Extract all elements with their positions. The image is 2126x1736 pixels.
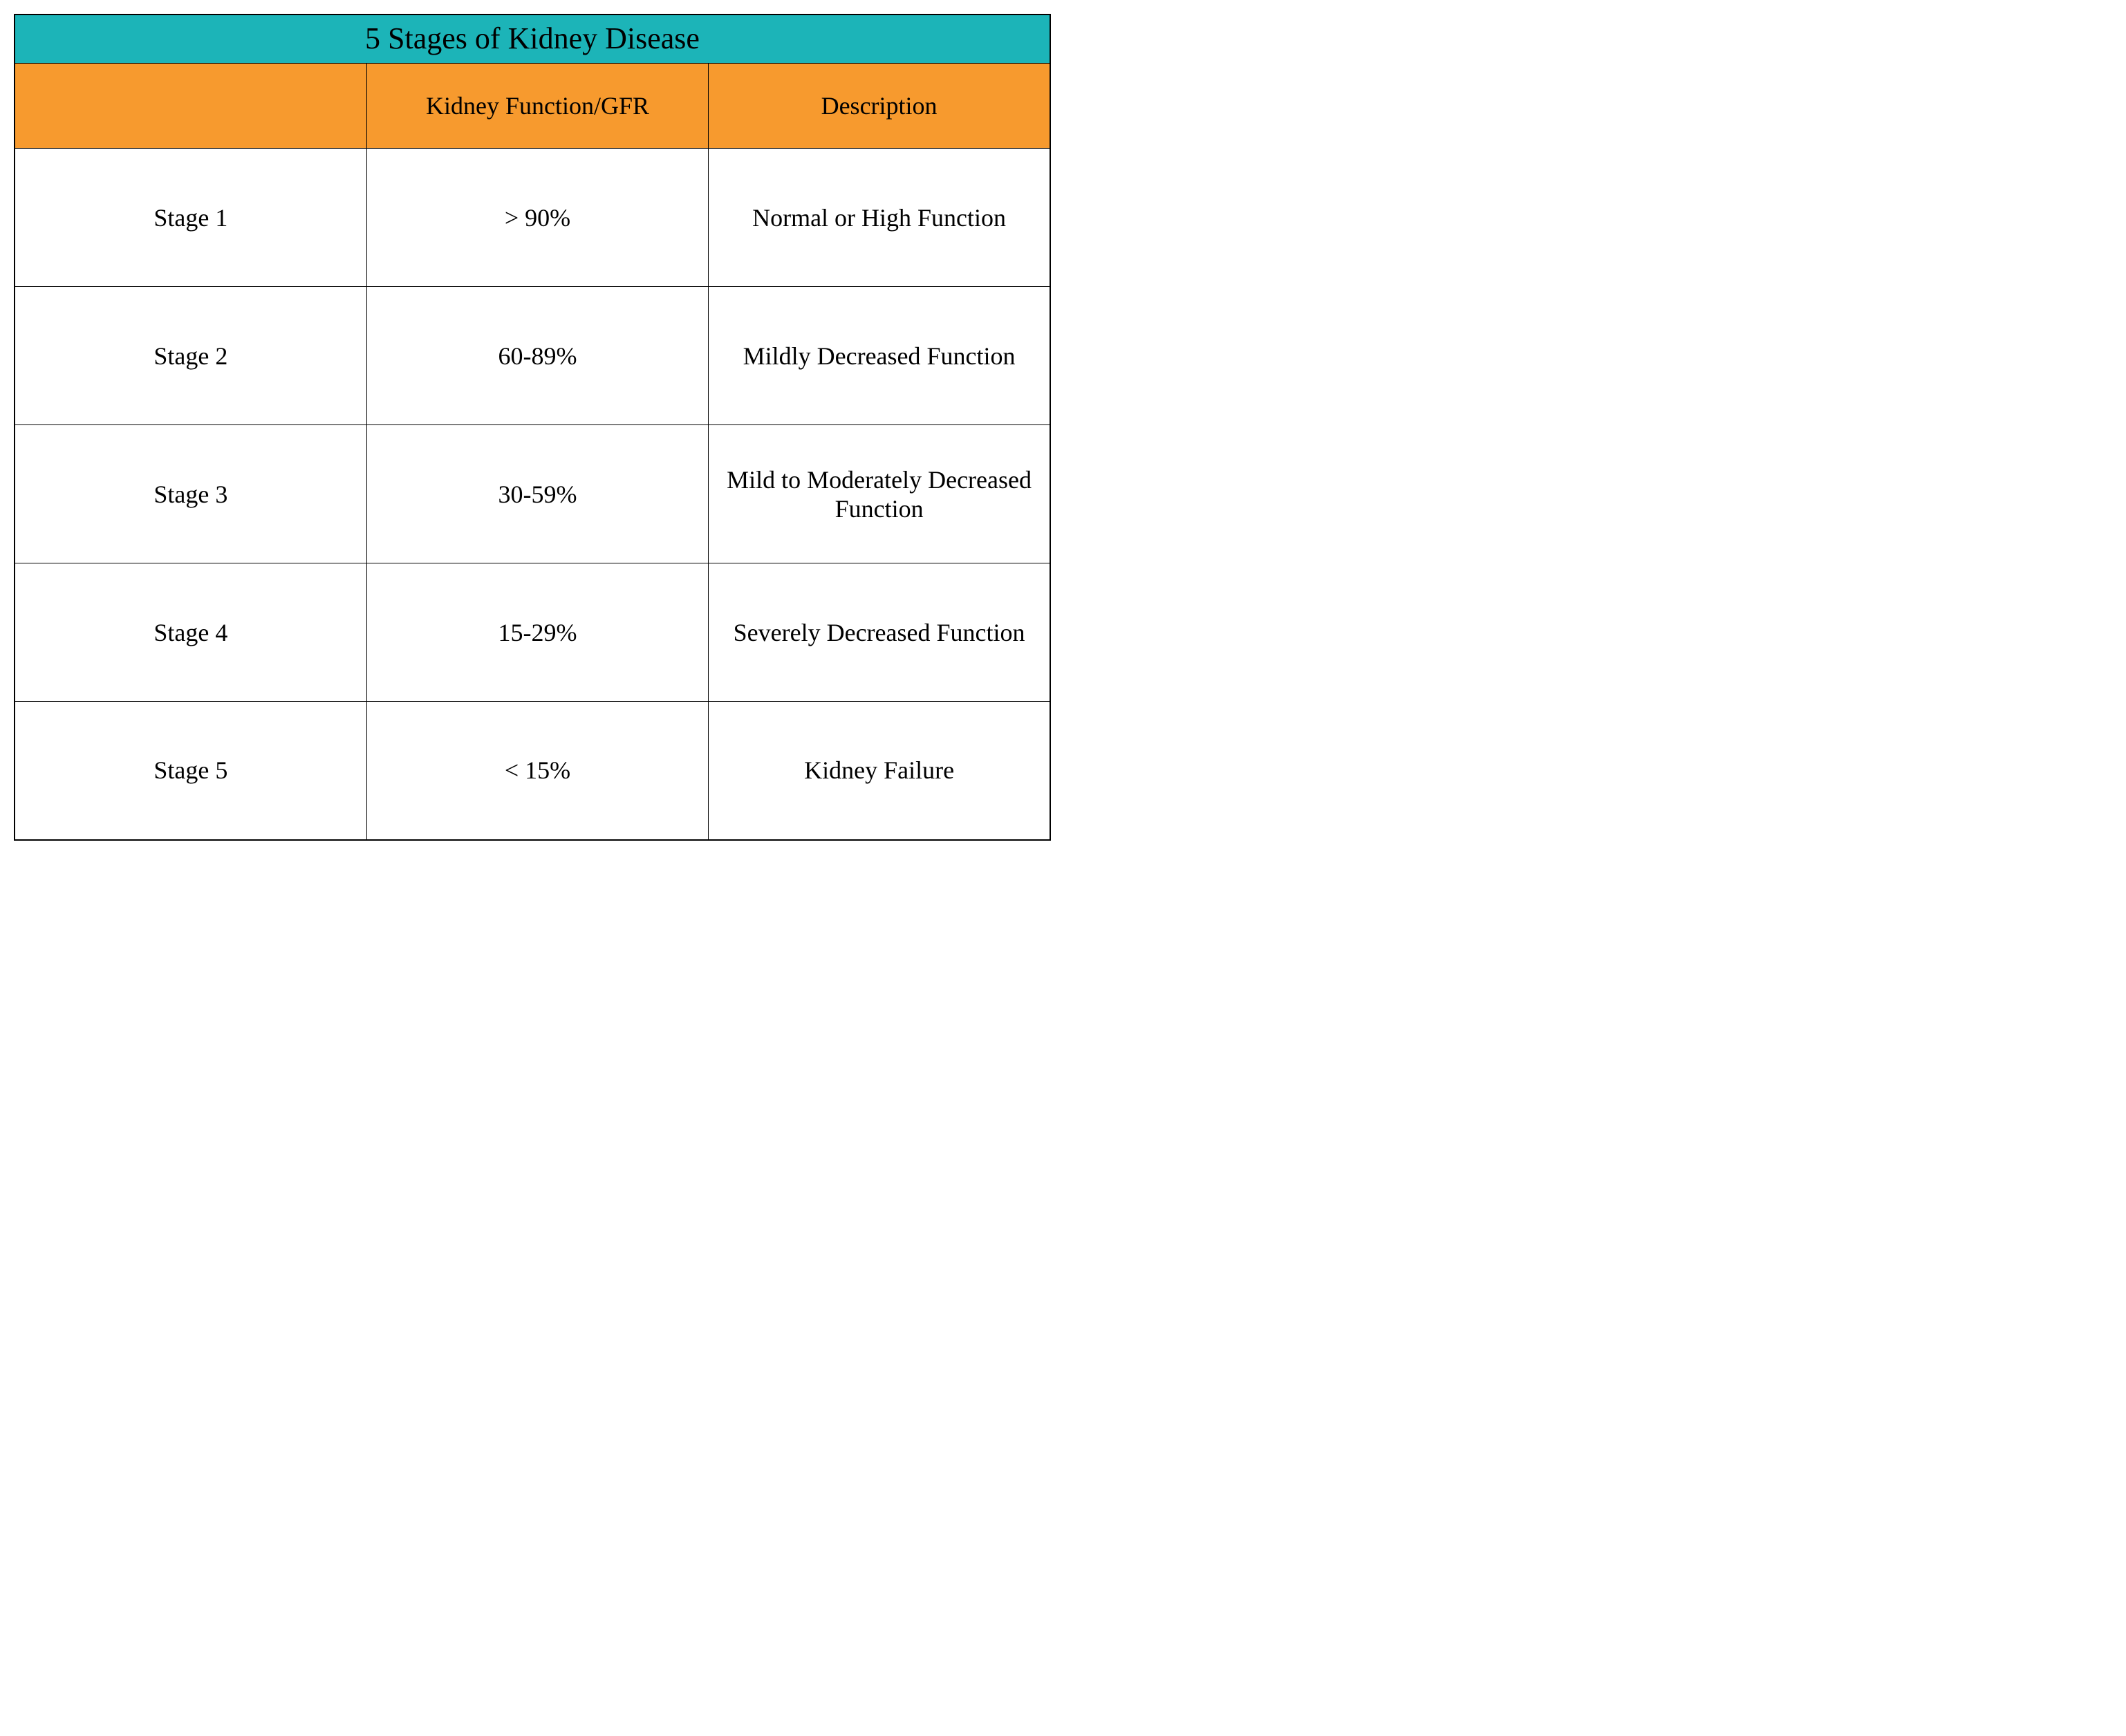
description-cell: Mild to Moderately Decreased Function (709, 425, 1050, 563)
table-title: 5 Stages of Kidney Disease (15, 15, 1050, 64)
description-cell: Mildly Decreased Function (709, 287, 1050, 425)
stage-cell: Stage 5 (15, 702, 366, 840)
stage-cell: Stage 1 (15, 149, 366, 287)
stage-cell: Stage 4 (15, 563, 366, 702)
column-header-stage (15, 64, 366, 149)
gfr-cell: 30-59% (366, 425, 708, 563)
column-header-description: Description (709, 64, 1050, 149)
gfr-cell: 15-29% (366, 563, 708, 702)
stage-cell: Stage 2 (15, 287, 366, 425)
kidney-stages-table: 5 Stages of Kidney Disease Kidney Functi… (14, 14, 1051, 841)
table-row: Stage 4 15-29% Severely Decreased Functi… (15, 563, 1050, 702)
header-row: Kidney Function/GFR Description (15, 64, 1050, 149)
gfr-cell: > 90% (366, 149, 708, 287)
description-cell: Normal or High Function (709, 149, 1050, 287)
table-row: Stage 3 30-59% Mild to Moderately Decrea… (15, 425, 1050, 563)
description-cell: Severely Decreased Function (709, 563, 1050, 702)
description-cell: Kidney Failure (709, 702, 1050, 840)
table-row: Stage 1 > 90% Normal or High Function (15, 149, 1050, 287)
table-row: Stage 2 60-89% Mildly Decreased Function (15, 287, 1050, 425)
gfr-cell: 60-89% (366, 287, 708, 425)
table-body: Stage 1 > 90% Normal or High Function St… (15, 149, 1050, 840)
stage-cell: Stage 3 (15, 425, 366, 563)
gfr-cell: < 15% (366, 702, 708, 840)
table-row: Stage 5 < 15% Kidney Failure (15, 702, 1050, 840)
title-row: 5 Stages of Kidney Disease (15, 15, 1050, 64)
kidney-stages-table-container: 5 Stages of Kidney Disease Kidney Functi… (14, 14, 1051, 841)
column-header-gfr: Kidney Function/GFR (366, 64, 708, 149)
